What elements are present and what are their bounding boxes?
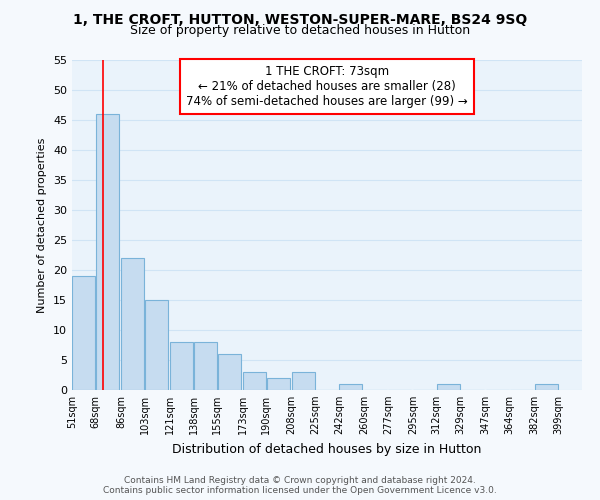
Bar	[96, 114, 119, 390]
Bar	[194, 342, 217, 390]
Text: Size of property relative to detached houses in Hutton: Size of property relative to detached ho…	[130, 24, 470, 37]
Bar	[292, 372, 315, 390]
Text: Contains HM Land Registry data © Crown copyright and database right 2024.: Contains HM Land Registry data © Crown c…	[124, 476, 476, 485]
Bar	[437, 384, 460, 390]
Bar	[535, 384, 558, 390]
Text: 1 THE CROFT: 73sqm    
← 21% of detached houses are smaller (28)
74% of semi-det: 1 THE CROFT: 73sqm ← 21% of detached hou…	[186, 65, 468, 108]
Text: Contains public sector information licensed under the Open Government Licence v3: Contains public sector information licen…	[103, 486, 497, 495]
Bar	[170, 342, 193, 390]
Bar	[73, 276, 95, 390]
Text: 1, THE CROFT, HUTTON, WESTON-SUPER-MARE, BS24 9SQ: 1, THE CROFT, HUTTON, WESTON-SUPER-MARE,…	[73, 12, 527, 26]
Bar	[145, 300, 168, 390]
X-axis label: Distribution of detached houses by size in Hutton: Distribution of detached houses by size …	[172, 442, 482, 456]
Bar	[243, 372, 266, 390]
Bar	[266, 378, 290, 390]
Bar	[121, 258, 144, 390]
Bar	[218, 354, 241, 390]
Y-axis label: Number of detached properties: Number of detached properties	[37, 138, 47, 312]
Bar	[339, 384, 362, 390]
